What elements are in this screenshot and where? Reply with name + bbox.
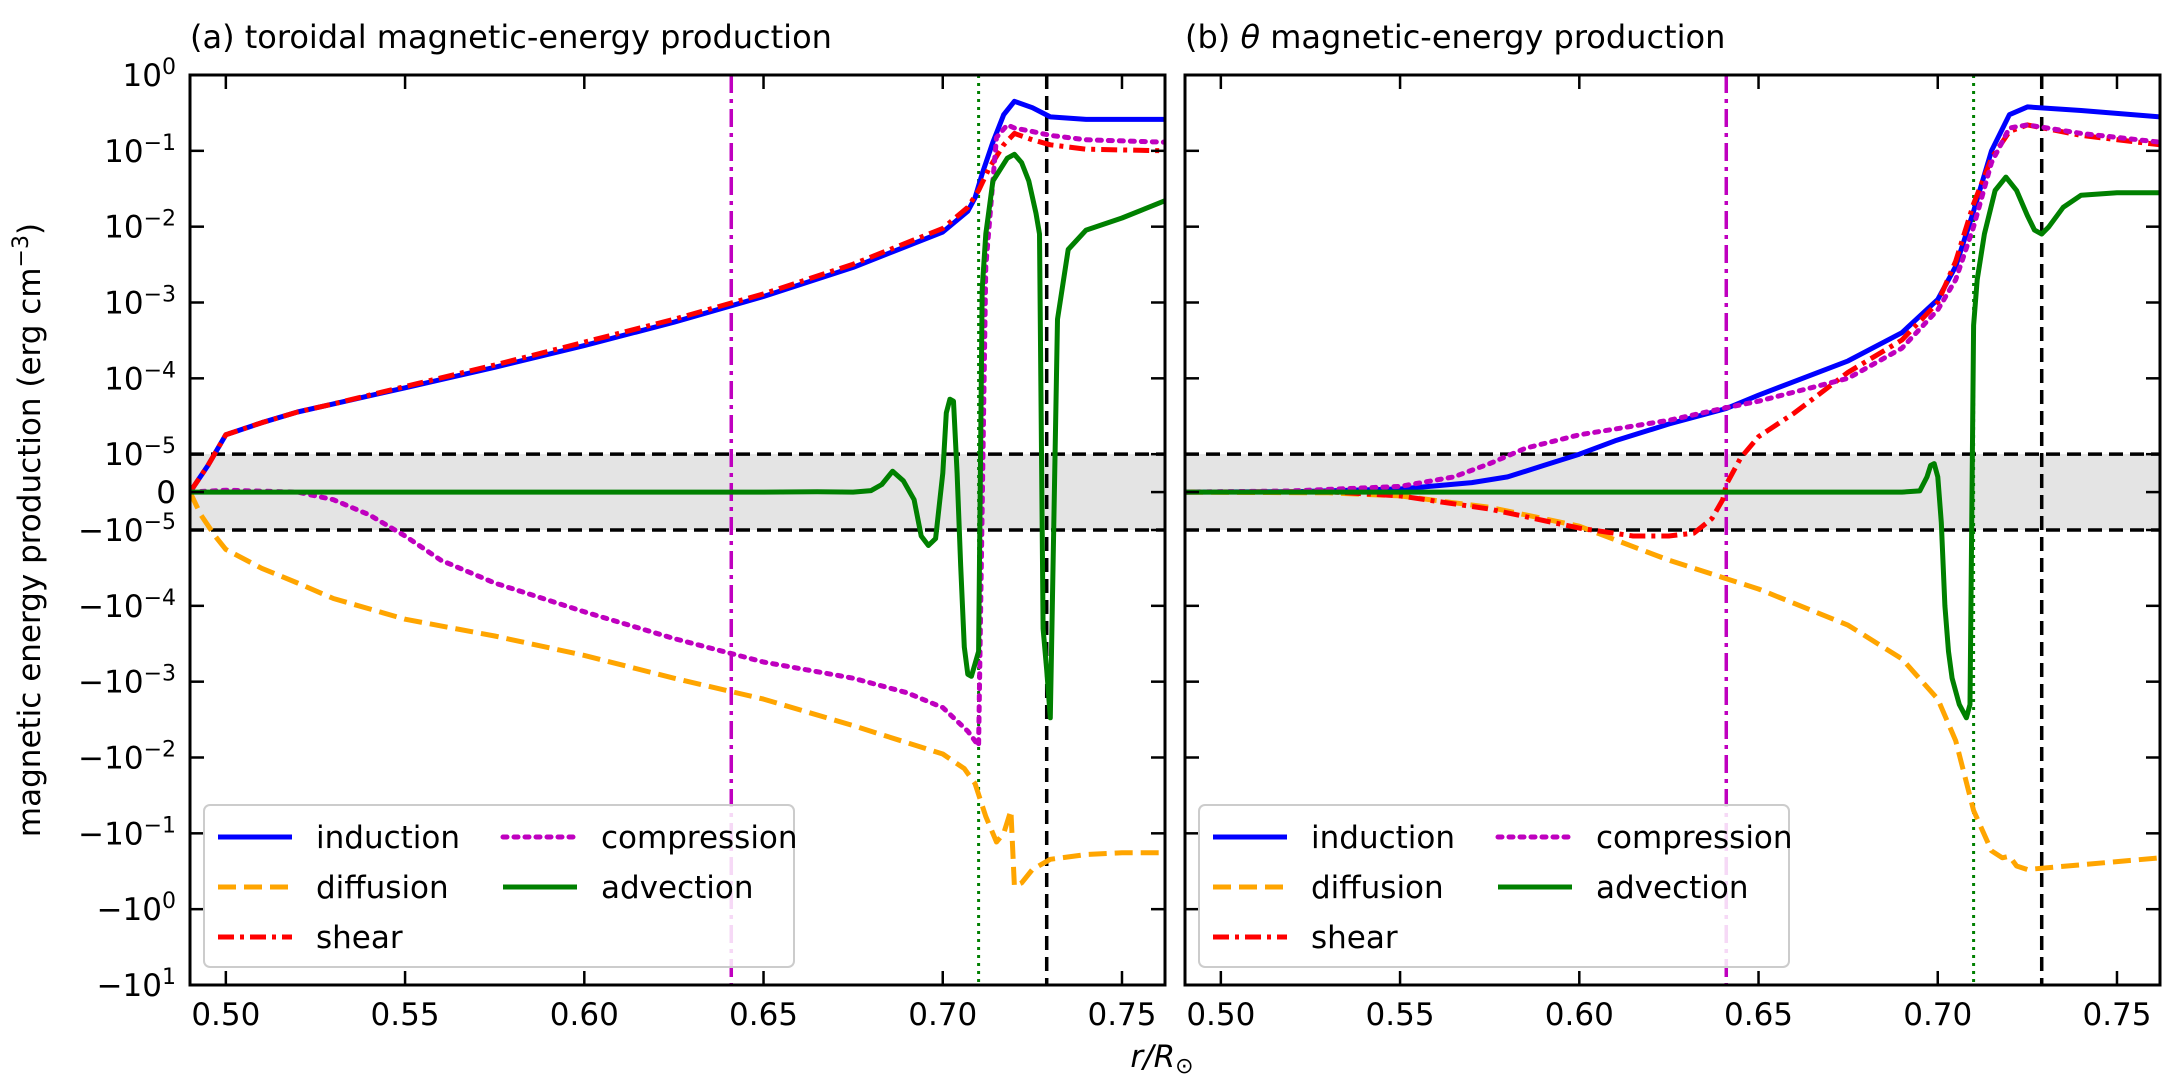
y-tick-label: 10−3 [104, 283, 176, 322]
legend-label-diffusion: diffusion [1311, 870, 1444, 906]
legend-label-advection: advection [601, 870, 754, 906]
legend-box [203, 804, 795, 968]
series-group [1185, 104, 2160, 872]
x-tick-label: 0.50 [1186, 997, 1255, 1033]
x-tick-label: 0.50 [191, 997, 260, 1033]
panel-title: (a) toroidal magnetic-energy production [190, 18, 832, 56]
series-line-compression [1185, 122, 2160, 495]
y-tick-label: −10−3 [78, 662, 176, 701]
series-line-compression [190, 122, 1165, 749]
series-line-induction [1185, 104, 2160, 495]
legend-label-induction: induction [1311, 820, 1455, 856]
series-line-diffusion [1185, 489, 2160, 872]
y-tick-label: −10−2 [78, 738, 176, 777]
legend-label-induction: induction [316, 820, 460, 856]
y-tick-label: −10−1 [78, 813, 176, 852]
series-line-advection [1185, 174, 2160, 721]
x-tick-label: 0.65 [729, 997, 798, 1033]
x-tick-label: 0.75 [2082, 997, 2151, 1033]
legend-label-diffusion: diffusion [316, 870, 449, 906]
x-tick-label: 0.70 [908, 997, 977, 1033]
legend-label-advection: advection [1596, 870, 1749, 906]
y-tick-label: −10−4 [78, 586, 176, 625]
x-axis-label: r/R⊙ [1130, 1039, 1193, 1079]
y-tick-label: −100 [97, 889, 176, 928]
legend-label-compression: compression [601, 820, 798, 856]
legend-label-compression: compression [1596, 820, 1793, 856]
series-line-advection [190, 151, 1165, 721]
x-tick-label: 0.55 [371, 997, 440, 1033]
series-group [190, 98, 1165, 889]
y-tick-label: 10−4 [104, 358, 176, 397]
y-tick-label: −101 [97, 965, 176, 1004]
shared-labels: r/R⊙ magnetic energy production (erg cm−3… [9, 223, 1194, 1079]
x-tick-label: 0.65 [1724, 997, 1793, 1033]
y-tick-label: 10−2 [104, 207, 176, 246]
panel-a: 0.50 0.55 0.60 0.65 0.70 0.75 100 10−1 10−2 10−3 1… [78, 18, 1167, 1033]
y-tick-label: −10−5 [78, 510, 176, 549]
x-tick-label: 0.60 [1545, 997, 1614, 1033]
y-tick-label: 100 [123, 55, 176, 94]
y-axis-label: magnetic energy production (erg cm−3) [9, 223, 48, 837]
y-tick-label: 10−1 [104, 131, 176, 170]
panel-b: 0.50 0.55 0.60 0.65 0.70 0.75 (b) θ magnetic-e… [1183, 18, 2162, 1033]
y-tick-label: 10−5 [104, 434, 176, 473]
y-tick-label: 0 [156, 475, 176, 511]
x-tick-label: 0.70 [1903, 997, 1972, 1033]
series-line-shear [190, 130, 1165, 494]
series-line-diffusion [190, 491, 1165, 889]
panel-title: (b) θ magnetic-energy production [1185, 18, 1725, 56]
legend-label-shear: shear [316, 920, 403, 956]
x-tick-label: 0.55 [1366, 997, 1435, 1033]
x-tick-label: 0.60 [550, 997, 619, 1033]
legend-label-shear: shear [1311, 920, 1398, 956]
legend-box [1198, 804, 1790, 968]
x-tick-label: 0.75 [1087, 997, 1156, 1033]
